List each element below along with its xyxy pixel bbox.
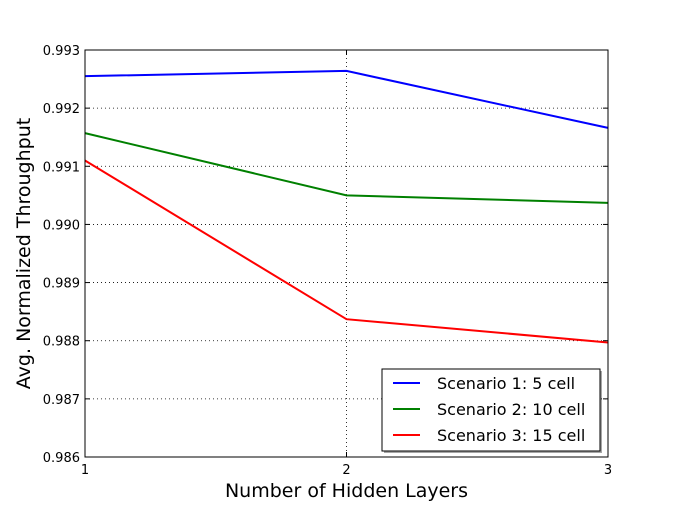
x-tick-label: 1 xyxy=(81,463,89,478)
x-tick-label: 2 xyxy=(342,463,350,478)
x-axis-label: Number of Hidden Layers xyxy=(225,480,468,502)
y-tick-label: 0.993 xyxy=(43,44,80,59)
series-line-3 xyxy=(84,159,609,344)
series-lines xyxy=(84,69,609,344)
y-tick-label: 0.991 xyxy=(43,160,80,175)
axis-ticks: 1 2 3 0.986 0.987 0.988 0.989 0.990 0.991 0.992 0.… xyxy=(43,44,612,478)
series-line-1 xyxy=(84,69,609,129)
legend-label-3: Scenario 3: 15 cell xyxy=(437,426,585,445)
y-tick-label: 0.992 xyxy=(43,102,80,117)
y-tick-label: 0.986 xyxy=(43,451,80,466)
legend-label-2: Scenario 2: 10 cell xyxy=(437,400,585,419)
series-line-2 xyxy=(84,132,609,204)
y-tick-label: 0.988 xyxy=(43,335,80,350)
y-tick-label: 0.990 xyxy=(43,218,80,233)
legend-label-1: Scenario 1: 5 cell xyxy=(437,374,575,393)
y-tick-label: 0.987 xyxy=(43,393,80,408)
x-tick-label: 3 xyxy=(604,463,612,478)
y-tick-label: 0.989 xyxy=(43,277,80,292)
y-axis-label: Avg. Normalized Throughput xyxy=(13,118,35,389)
legend: Scenario 1: 5 cell Scenario 2: 10 cell Sce… xyxy=(381,368,602,453)
